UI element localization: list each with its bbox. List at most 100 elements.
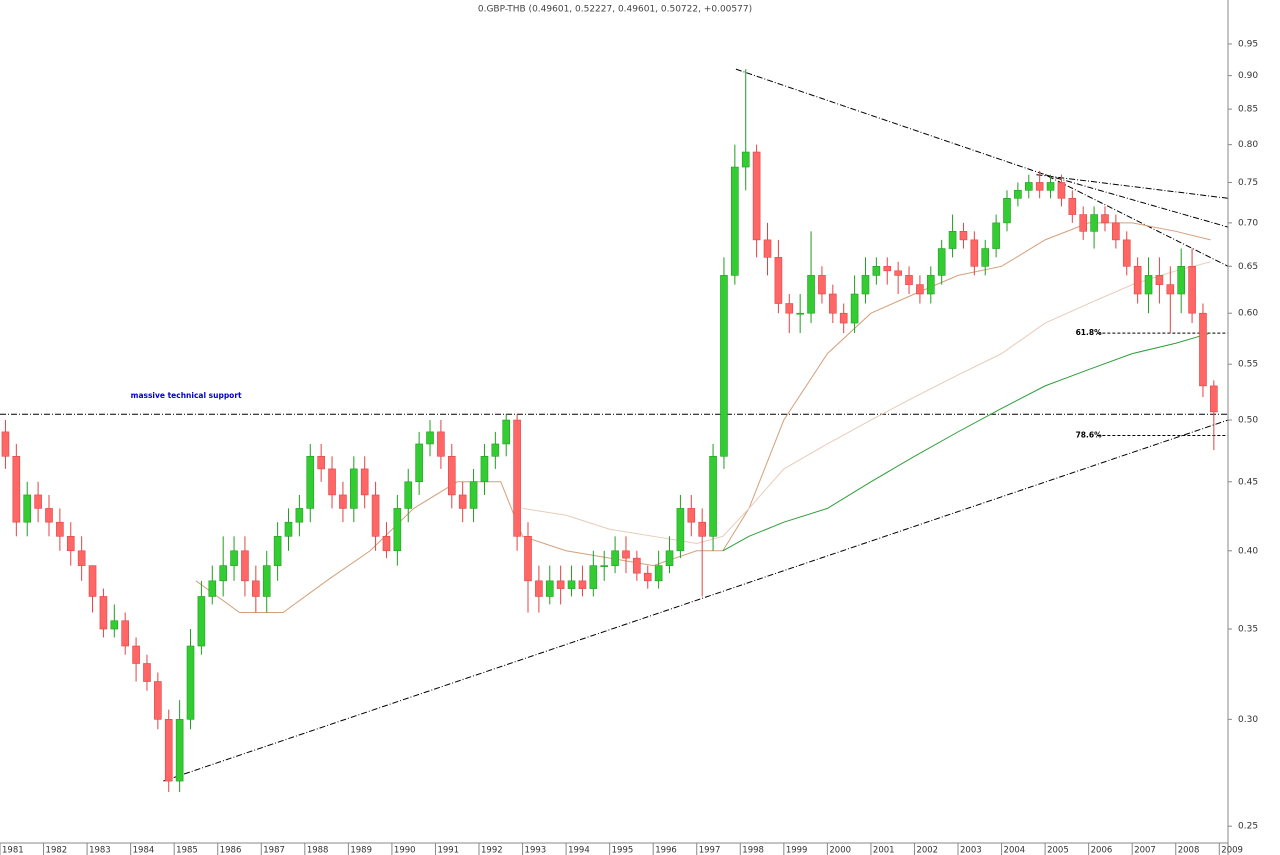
candle-body: [970, 239, 979, 267]
x-tick-label: 2009: [1221, 846, 1243, 855]
x-tick-label: 1999: [786, 846, 808, 855]
level-label: 61.8%: [1076, 328, 1103, 337]
x-tick-label: 1998: [742, 846, 764, 855]
x-tick-label: 2006: [1091, 846, 1113, 855]
candle-body: [1155, 275, 1164, 285]
x-tick-label: 2004: [1004, 846, 1026, 855]
y-tick-label: 0.40: [1238, 546, 1258, 556]
candle-body: [469, 481, 478, 509]
axes: 0.25 0.30 0.35 0.40 0.45 0.50 0.55 0.60 0.65 0.70…: [0, 39, 1258, 855]
trendline: [735, 68, 1229, 267]
candle-body: [132, 645, 140, 664]
trendline: [1044, 174, 1229, 228]
candle-body: [622, 550, 630, 559]
candle-body: [317, 455, 325, 470]
candle-body: [328, 468, 336, 496]
x-tick-label: 1996: [655, 846, 677, 855]
candle-body: [796, 312, 804, 315]
candle-body: [45, 508, 53, 523]
candle-body: [1101, 214, 1109, 224]
y-tick-label: 0.35: [1238, 625, 1258, 635]
y-tick-label: 0.65: [1238, 262, 1258, 272]
candle-body: [502, 419, 511, 445]
y-tick-label: 0.25: [1238, 822, 1258, 832]
candle-body: [611, 550, 619, 566]
candle-body: [447, 455, 456, 496]
candle-body: [633, 557, 641, 574]
candle-body: [720, 275, 728, 457]
candle-body: [458, 494, 467, 509]
x-tick-label: 1984: [133, 846, 155, 855]
candle-body: [643, 572, 652, 582]
candle-body: [589, 565, 598, 589]
candle-body: [491, 443, 500, 457]
x-tick-label: 2005: [1047, 846, 1069, 855]
y-tick-label: 0.55: [1238, 360, 1258, 370]
candle-body: [350, 468, 358, 509]
candle-body: [829, 293, 837, 314]
level-label: massive technical support: [131, 391, 242, 400]
candle-body: [1014, 190, 1022, 199]
candle-body: [839, 312, 848, 324]
candle-body: [143, 663, 151, 682]
candle-body: [894, 270, 902, 276]
candle-body: [524, 536, 532, 582]
candle-body: [1188, 266, 1196, 314]
candle-body: [480, 455, 489, 483]
y-tick-label: 0.30: [1238, 715, 1258, 725]
candle-body: [382, 536, 391, 552]
x-tick-label: 1985: [176, 846, 198, 855]
candle-body: [1, 431, 10, 457]
x-tick-label: 1991: [437, 846, 459, 855]
moving-average: [722, 332, 1211, 552]
candle-body: [1199, 312, 1207, 387]
candle-body: [905, 275, 913, 285]
x-tick-label: 1993: [525, 846, 547, 855]
y-tick-label: 0.45: [1238, 477, 1258, 487]
candle-body: [948, 231, 957, 249]
candle-body: [99, 596, 108, 630]
x-tick-label: 1987: [263, 846, 285, 855]
x-tick-label: 2001: [873, 846, 895, 855]
candle-body: [676, 508, 685, 552]
candle-body: [1090, 214, 1098, 232]
candle-body: [219, 565, 227, 582]
candle-body: [1112, 222, 1120, 241]
candle-body: [1210, 385, 1218, 413]
candle-body: [426, 431, 434, 445]
candle-body: [88, 565, 97, 597]
candle-body: [197, 596, 206, 647]
moving-average: [195, 222, 1211, 614]
y-tick-label: 0.95: [1238, 39, 1258, 49]
candle-body: [339, 494, 347, 509]
x-tick-label: 1982: [46, 846, 68, 855]
candle-body: [154, 681, 162, 720]
candle-body: [513, 419, 521, 537]
candle-body: [818, 275, 826, 295]
candle-body: [164, 719, 173, 782]
candle-body: [404, 481, 413, 509]
trendline: [1036, 174, 1229, 199]
candle-body: [937, 248, 946, 276]
candle-body: [262, 565, 271, 597]
candle-body: [959, 231, 968, 241]
candle-body: [556, 580, 565, 589]
candle-body: [883, 266, 892, 272]
candle-body: [1046, 182, 1055, 191]
y-axis-panel: [1228, 0, 1280, 855]
x-tick-label: 1997: [699, 846, 721, 855]
candle-body: [208, 580, 217, 597]
candle-body: [545, 580, 554, 597]
candle-body: [709, 455, 717, 537]
plot-area: massive technical support 61.8% 78.6%: [0, 68, 1229, 793]
candle-body: [1133, 266, 1142, 295]
candle-body: [360, 468, 369, 496]
y-tick-label: 0.60: [1238, 309, 1258, 319]
candle-body: [295, 508, 304, 523]
candle-body: [77, 550, 86, 566]
x-tick-label: 1986: [220, 846, 242, 855]
candle-body: [34, 494, 42, 509]
candle-body: [1024, 182, 1033, 191]
